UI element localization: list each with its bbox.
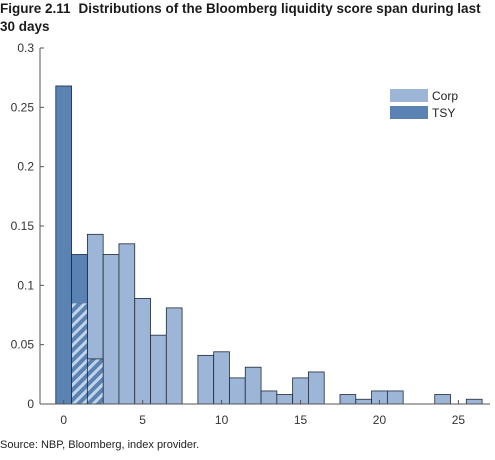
x-tick-label: 10 [215,413,229,427]
corp-bar [134,297,151,405]
corp-bar [244,366,262,405]
corp-bar [118,243,136,405]
corp-bar [260,390,278,405]
y-tick-label: 0.2 [17,160,34,174]
y-tick-label: 0.3 [17,41,34,55]
corp-bar [229,377,246,405]
tsy-corp-overlap-bar [71,303,88,404]
y-tick-label: 0.05 [11,338,35,352]
x-tick-label: 0 [60,413,67,427]
corp-bar [102,254,120,405]
legend-swatch-corp [390,89,428,102]
legend-label-corp: Corp [432,89,458,103]
source-note: Source: NBP, Bloomberg, index provider. [0,439,200,451]
corp-bar [276,394,294,405]
corp-bar [213,351,230,405]
tsy-bar [71,254,88,304]
figure-label: Figure 2.11 [0,1,71,16]
y-tick-label: 0.1 [17,278,34,292]
y-tick-label: 0.15 [11,219,35,233]
corp-bar [197,354,215,405]
corp-bar [434,394,451,405]
corp-bar [339,394,357,405]
tsy-bar [55,85,72,405]
x-tick-label: 20 [373,413,387,427]
x-tick-label: 5 [139,413,146,427]
tsy-corp-overlap-bar [87,358,104,404]
y-tick-label: 0 [27,397,34,411]
figure-title-text: Distributions of the Bloomberg liquidity… [0,1,481,34]
y-tick-label: 0.25 [11,100,35,114]
corp-bar [165,307,183,405]
x-tick-label: 25 [452,413,466,427]
legend-swatch-tsy [390,106,428,119]
figure-title: Figure 2.11 Distributions of the Bloomber… [0,0,495,36]
corp-bar [355,398,372,405]
corp-bar [465,398,483,405]
corp-bar [386,390,404,405]
x-tick-label: 15 [294,413,308,427]
legend-label-tsy: TSY [432,106,455,120]
corp-bar [150,334,167,405]
corp-bar [308,371,325,405]
